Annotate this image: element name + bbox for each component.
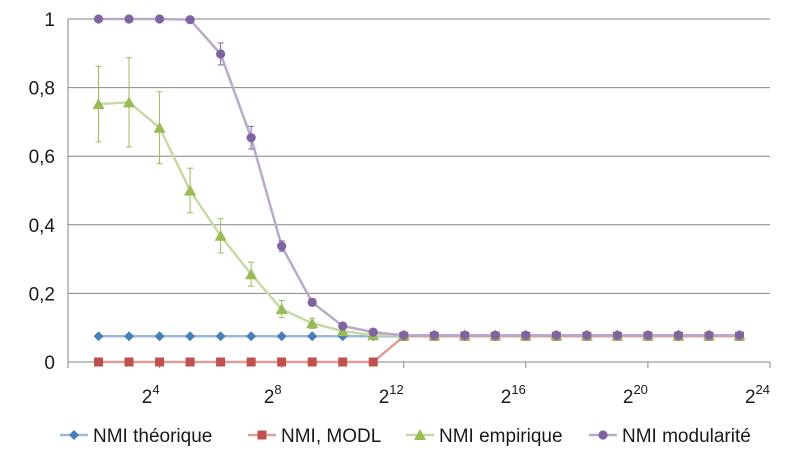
data-point	[246, 331, 257, 342]
data-point	[246, 133, 256, 143]
x-tick-base: 2	[745, 387, 756, 408]
data-point	[338, 357, 348, 367]
legend-item-3: NMI modularité	[589, 426, 751, 447]
data-point	[124, 331, 135, 342]
data-point	[246, 357, 256, 367]
data-point	[460, 330, 470, 340]
x-tick-label: 224	[745, 382, 770, 408]
data-point	[307, 357, 317, 367]
x-tick-base: 2	[379, 387, 390, 408]
data-point	[93, 331, 104, 342]
data-point	[184, 184, 197, 196]
data-point	[216, 357, 226, 367]
legend-item-0: NMI théorique	[60, 426, 212, 447]
series-2	[92, 57, 746, 341]
data-point	[277, 241, 287, 251]
x-tick-label: 216	[501, 382, 526, 408]
y-tick-label: 0	[44, 353, 55, 374]
data-point	[275, 303, 288, 315]
data-point	[93, 14, 104, 24]
data-point	[214, 229, 227, 241]
y-tick-label: 0,4	[29, 216, 56, 237]
legend-item-2: NMI empirique	[406, 426, 563, 447]
data-point	[704, 330, 714, 340]
legend-marker	[414, 429, 426, 440]
data-point	[92, 98, 105, 110]
y-tick-label: 0,6	[29, 147, 55, 168]
x-tick-label: 28	[264, 382, 282, 408]
data-point	[734, 330, 745, 340]
legend-marker	[257, 430, 267, 440]
x-tick-exponent: 12	[389, 382, 403, 397]
data-point	[277, 357, 287, 367]
x-tick-exponent: 16	[511, 382, 525, 397]
legend-label: NMI modularité	[622, 426, 751, 447]
x-tick-base: 2	[623, 387, 634, 408]
series-line	[98, 17, 740, 337]
x-tick-exponent: 20	[633, 382, 647, 397]
data-point	[94, 357, 104, 367]
legend-marker	[69, 430, 79, 440]
x-tick-base: 2	[264, 387, 275, 408]
x-tick-label: 220	[623, 382, 648, 408]
data-point	[490, 330, 500, 340]
y-tick-label: 1	[44, 10, 55, 31]
data-point	[154, 14, 165, 24]
data-point	[521, 330, 531, 340]
data-point	[429, 330, 439, 340]
data-point	[276, 331, 287, 342]
legend-marker	[598, 430, 608, 440]
x-tick-base: 2	[142, 387, 153, 408]
data-point	[123, 96, 136, 108]
data-point	[124, 14, 134, 24]
data-point	[215, 331, 226, 342]
series-3	[93, 14, 745, 340]
data-point	[154, 331, 165, 342]
series-group	[92, 14, 746, 367]
legend-label: NMI, MODL	[281, 426, 381, 447]
data-point	[185, 331, 196, 342]
data-point	[245, 268, 258, 280]
data-point	[124, 357, 134, 367]
x-tick-label: 212	[379, 382, 404, 408]
data-point	[399, 330, 409, 340]
legend-label: NMI théorique	[93, 426, 212, 447]
legend-item-1: NMI, MODL	[248, 426, 381, 447]
data-point	[368, 327, 378, 337]
data-point	[643, 330, 653, 340]
data-point	[306, 317, 319, 329]
data-point	[582, 330, 592, 340]
data-point	[153, 121, 166, 133]
x-tick-exponent: 4	[152, 382, 159, 397]
data-point	[307, 297, 317, 307]
data-point	[307, 331, 318, 342]
y-tick-label: 0,2	[29, 284, 55, 305]
data-point	[551, 330, 561, 340]
legend-label: NMI empirique	[439, 426, 563, 447]
data-point	[185, 15, 195, 25]
data-point	[673, 330, 684, 340]
x-tick-label: 24	[142, 382, 160, 408]
data-point	[336, 325, 349, 337]
x-tick-exponent: 8	[274, 382, 281, 397]
y-tick-label: 0,8	[29, 79, 55, 100]
legend: NMI théorique NMI, MODL NMI empirique NMI m…	[60, 426, 751, 447]
data-point	[216, 49, 226, 59]
data-point	[612, 330, 622, 340]
x-tick-base: 2	[501, 387, 512, 408]
data-point	[338, 321, 348, 331]
series-line	[98, 101, 740, 337]
x-tick-exponent: 24	[756, 382, 770, 397]
data-point	[185, 357, 195, 367]
data-point	[155, 357, 165, 367]
data-point	[368, 357, 378, 367]
